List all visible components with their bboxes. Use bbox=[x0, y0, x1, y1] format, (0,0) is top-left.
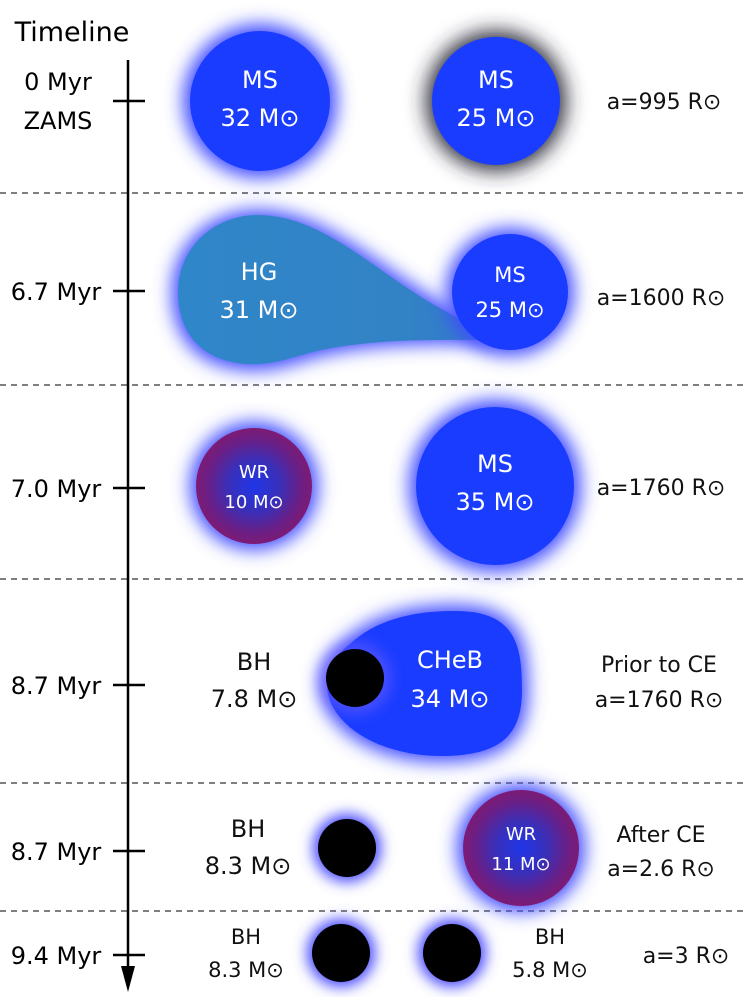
timeline-arrow-head bbox=[121, 966, 135, 992]
separation-label: a=1600 R⊙ bbox=[597, 286, 726, 311]
time-label: ZAMS bbox=[24, 107, 93, 135]
star-mass-label: 31 M⊙ bbox=[220, 296, 299, 324]
star-mass-label: 34 M⊙ bbox=[411, 685, 490, 713]
timeline-title: Timeline bbox=[14, 17, 130, 48]
separation-label: a=3 R⊙ bbox=[643, 944, 730, 969]
star-mass-label: 35 M⊙ bbox=[456, 488, 535, 516]
ce-phase-label: After CE bbox=[616, 823, 705, 848]
stage-separators bbox=[0, 192, 747, 912]
bh-labels: BH 7.8 M⊙ BH 8.3 M⊙ BH 8.3 M⊙ BH 5.8 M⊙ bbox=[205, 648, 588, 982]
time-label: 8.7 Myr bbox=[11, 838, 102, 866]
star-type-label: WR bbox=[239, 462, 269, 483]
ce-phase-label: Prior to CE bbox=[601, 653, 717, 678]
star-type-label: MS bbox=[494, 263, 525, 287]
ms-star-secondary bbox=[432, 37, 560, 165]
black-hole bbox=[326, 649, 384, 707]
star-type-label: HG bbox=[241, 258, 278, 286]
star-mass-label: 32 M⊙ bbox=[221, 104, 300, 132]
separation-label: a=995 R⊙ bbox=[607, 90, 722, 115]
stage-mass-transfer bbox=[172, 210, 574, 371]
star-mass-label: 8.3 M⊙ bbox=[208, 958, 284, 982]
time-label: 6.7 Myr bbox=[11, 278, 102, 306]
stage-post-common-envelope bbox=[313, 784, 585, 912]
stage-wr-ms bbox=[190, 400, 581, 572]
stage-pre-common-envelope bbox=[319, 605, 528, 762]
time-labels: 0 Myr ZAMS 6.7 Myr 7.0 Myr 8.7 Myr 8.7 M… bbox=[11, 68, 102, 970]
star-type-label: WR bbox=[506, 824, 536, 845]
star-mass-label: 5.8 M⊙ bbox=[512, 958, 588, 982]
star-mass-label: 8.3 M⊙ bbox=[205, 852, 292, 880]
black-hole bbox=[423, 924, 481, 982]
star-mass-label: 25 M⊙ bbox=[475, 298, 544, 322]
star-type-label: BH bbox=[231, 815, 266, 843]
separation-label: a=1760 R⊙ bbox=[595, 688, 724, 713]
star-type-label: MS bbox=[477, 450, 513, 478]
cheb-envelope bbox=[327, 611, 522, 756]
star-type-label: BH bbox=[231, 925, 261, 949]
star-mass-label: 11 M⊙ bbox=[491, 854, 550, 875]
separation-label: a=1760 R⊙ bbox=[597, 476, 726, 501]
timeline-ticks bbox=[113, 99, 145, 957]
time-label: 9.4 Myr bbox=[11, 942, 102, 970]
star-mass-label: 7.8 M⊙ bbox=[211, 685, 298, 713]
stage-zams bbox=[183, 24, 566, 178]
star-type-label: BH bbox=[535, 925, 565, 949]
star-type-label: MS bbox=[478, 66, 514, 94]
star-mass-label: 10 M⊙ bbox=[224, 492, 283, 513]
separation-label: a=2.6 R⊙ bbox=[607, 857, 715, 882]
star-mass-label: 25 M⊙ bbox=[457, 104, 536, 132]
wr-star bbox=[463, 790, 579, 906]
orbit-labels: a=995 R⊙ a=1600 R⊙ a=1760 R⊙ Prior to CE… bbox=[595, 90, 730, 969]
ms-star bbox=[416, 407, 574, 565]
star-type-label: BH bbox=[237, 648, 272, 676]
stage-binary-black-hole bbox=[307, 919, 486, 987]
wr-star bbox=[196, 428, 312, 544]
time-label: 7.0 Myr bbox=[11, 475, 102, 503]
ms-star-primary bbox=[190, 31, 330, 171]
star-type-label: MS bbox=[242, 66, 278, 94]
star-type-label: CHeB bbox=[417, 646, 483, 674]
ms-star-accretor bbox=[452, 234, 568, 350]
black-hole bbox=[318, 819, 376, 877]
hg-star-roche-lobe bbox=[178, 215, 496, 365]
time-label: 0 Myr bbox=[24, 68, 92, 96]
black-hole bbox=[312, 924, 370, 982]
time-label: 8.7 Myr bbox=[11, 672, 102, 700]
star-labels-on-star: MS 32 M⊙ MS 25 M⊙ HG 31 M⊙ MS 25 M⊙ WR 1… bbox=[220, 66, 551, 875]
